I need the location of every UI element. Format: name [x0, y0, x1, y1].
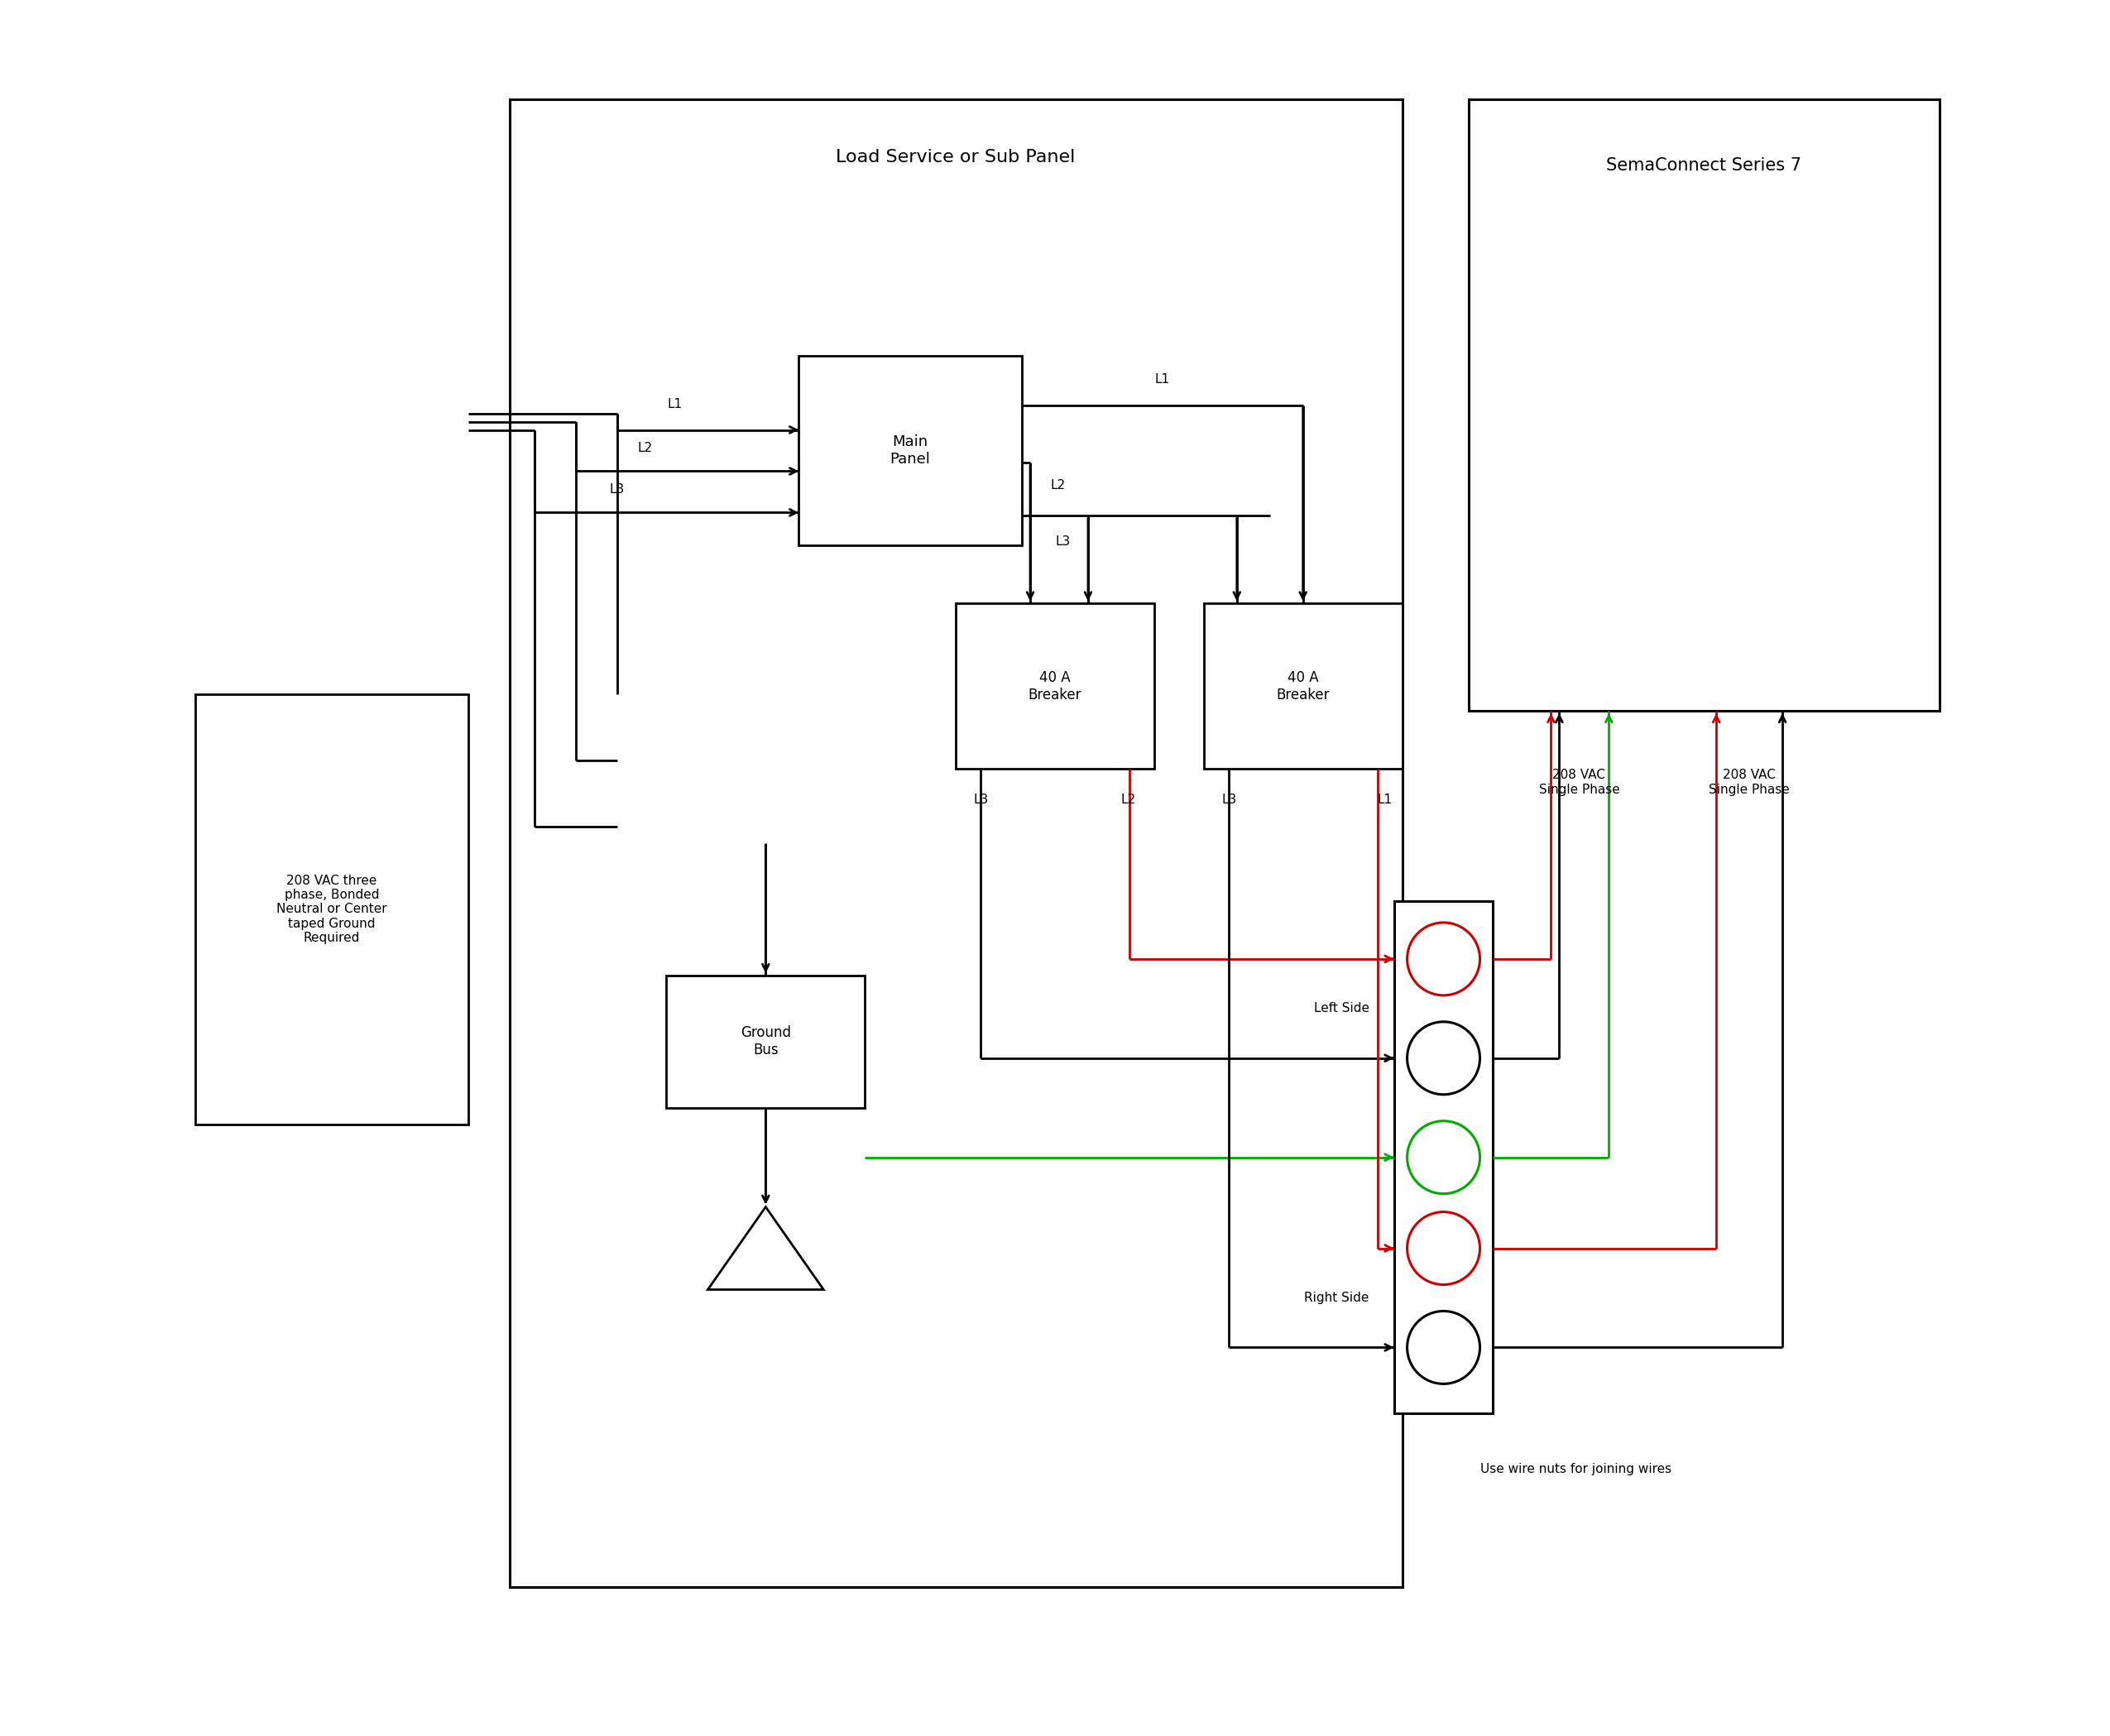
Bar: [800, 356, 1021, 545]
Bar: [509, 99, 1403, 1587]
Text: 208 VAC three
phase, Bonded
Neutral or Center
taped Ground
Required: 208 VAC three phase, Bonded Neutral or C…: [276, 875, 386, 944]
Text: L2: L2: [1120, 793, 1135, 806]
Bar: [667, 976, 865, 1108]
Text: L3: L3: [610, 484, 625, 496]
Bar: [1469, 99, 1939, 712]
Bar: [1205, 604, 1403, 769]
Text: L3: L3: [975, 793, 990, 806]
Text: L3: L3: [1222, 793, 1236, 806]
Bar: [196, 694, 468, 1125]
Text: Load Service or Sub Panel: Load Service or Sub Panel: [836, 149, 1076, 165]
Text: L1: L1: [1154, 373, 1169, 385]
Text: L3: L3: [1055, 536, 1070, 549]
Text: Use wire nuts for joining wires: Use wire nuts for joining wires: [1481, 1463, 1671, 1476]
Bar: [956, 604, 1154, 769]
Text: 208 VAC
Single Phase: 208 VAC Single Phase: [1709, 769, 1789, 795]
Text: L2: L2: [1051, 479, 1066, 491]
Text: Left Side: Left Side: [1315, 1002, 1369, 1016]
Bar: [1395, 901, 1494, 1413]
Text: SemaConnect Series 7: SemaConnect Series 7: [1606, 156, 1802, 174]
Text: Ground
Bus: Ground Bus: [741, 1026, 791, 1057]
Text: Right Side: Right Side: [1304, 1292, 1369, 1304]
Text: Main
Panel: Main Panel: [890, 434, 931, 467]
Text: 40 A
Breaker: 40 A Breaker: [1028, 670, 1082, 701]
Text: L2: L2: [637, 443, 652, 455]
Text: L1: L1: [1378, 793, 1393, 806]
Text: 208 VAC
Single Phase: 208 VAC Single Phase: [1538, 769, 1620, 795]
Text: 40 A
Breaker: 40 A Breaker: [1277, 670, 1329, 701]
Text: L1: L1: [667, 398, 682, 410]
